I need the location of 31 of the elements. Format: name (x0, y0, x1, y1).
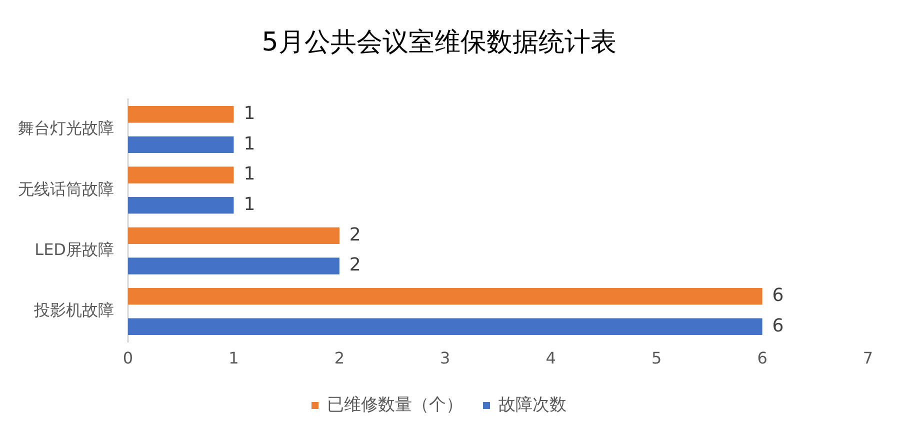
x-tick-label: 3 (440, 348, 450, 368)
x-tick-label: 7 (862, 348, 874, 368)
x-tick-label: 5 (651, 348, 662, 368)
x-tick-label: 2 (334, 348, 345, 368)
bar (128, 197, 234, 214)
data-label: 1 (244, 194, 256, 216)
bar (128, 166, 234, 184)
data-label: 2 (349, 254, 361, 276)
x-tick-label: 4 (546, 348, 556, 368)
y-tick-label: LED屏故障 (34, 240, 114, 259)
chart-title: 5月公共会议室维保数据统计表 (262, 27, 616, 58)
bar (128, 258, 340, 274)
x-tick-label: 1 (228, 348, 239, 368)
data-label: 6 (772, 284, 784, 306)
data-label: 1 (244, 133, 256, 154)
legend-label: 已维修数量（个） (327, 394, 463, 415)
y-tick-label: 投影机故障 (33, 300, 114, 320)
x-tick-label: 0 (122, 348, 134, 368)
y-tick-label: 无线话筒故障 (18, 179, 114, 198)
legend-label: 故障次数 (498, 394, 566, 415)
bar (128, 227, 340, 244)
bar (128, 106, 234, 123)
bar (128, 288, 762, 305)
data-label: 1 (244, 164, 256, 185)
y-tick-label: 舞台灯光故障 (18, 118, 114, 138)
data-label: 2 (349, 224, 361, 246)
data-label: 1 (244, 103, 256, 124)
bar (128, 136, 234, 154)
data-label: 6 (772, 315, 784, 336)
x-tick-label: 6 (757, 348, 768, 368)
bar (128, 318, 762, 335)
